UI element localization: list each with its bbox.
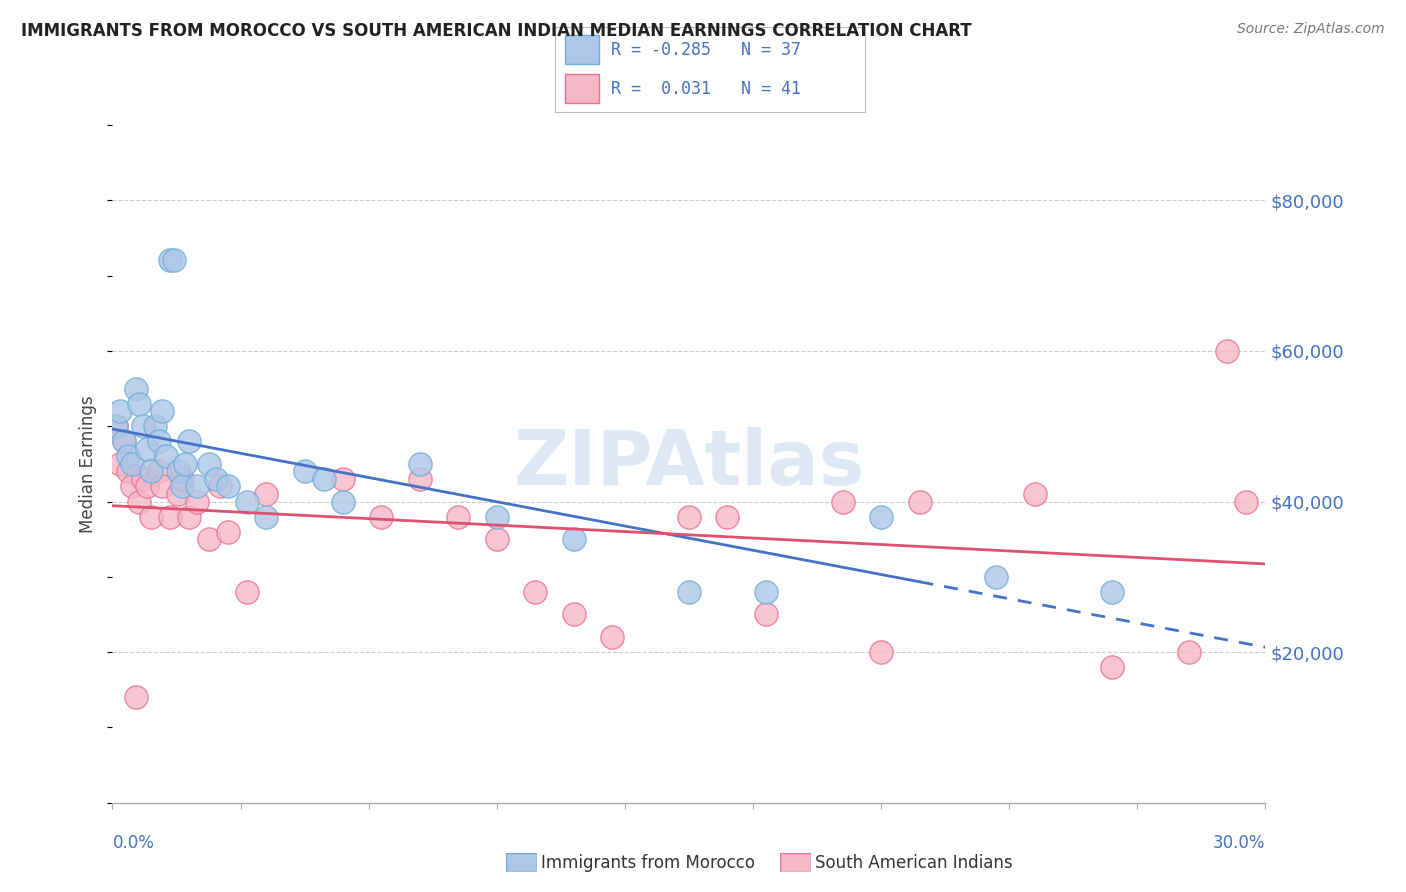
Point [755, 607, 778, 622]
Point [128, 396, 150, 410]
Bar [565, 74, 599, 103]
Point [105, 419, 128, 434]
Point [678, 585, 700, 599]
Text: Source: ZipAtlas.com: Source: ZipAtlas.com [1237, 22, 1385, 37]
Point [236, 585, 259, 599]
Text: R =  0.031   N = 41: R = 0.031 N = 41 [612, 79, 801, 97]
Point [186, 479, 208, 493]
Point [108, 404, 131, 418]
Point [197, 457, 219, 471]
Point [159, 253, 181, 268]
Point [217, 479, 239, 493]
Bar [565, 36, 599, 64]
Point [409, 457, 432, 471]
Text: ZIPAtlas: ZIPAtlas [513, 427, 865, 500]
Point [132, 419, 155, 434]
Point [136, 479, 159, 493]
Point [163, 253, 186, 268]
Point [148, 464, 170, 478]
Point [600, 630, 623, 644]
Point [831, 494, 853, 508]
Point [254, 509, 277, 524]
Point [143, 419, 166, 434]
Point [755, 585, 778, 599]
Point [986, 570, 1008, 584]
Point [716, 509, 738, 524]
Point [112, 434, 135, 449]
Point [139, 464, 162, 478]
Point [870, 645, 893, 659]
Point [170, 479, 193, 493]
Point [1216, 343, 1239, 358]
Point [179, 509, 201, 524]
Point [159, 509, 181, 524]
Point [112, 434, 135, 449]
Point [166, 464, 188, 478]
Point [908, 494, 931, 508]
Point [524, 585, 547, 599]
Point [139, 509, 162, 524]
Point [124, 382, 146, 396]
Point [294, 464, 316, 478]
Point [332, 494, 354, 508]
Point [1177, 645, 1199, 659]
Point [197, 532, 219, 546]
Point [236, 494, 259, 508]
Text: IMMIGRANTS FROM MOROCCO VS SOUTH AMERICAN INDIAN MEDIAN EARNINGS CORRELATION CHA: IMMIGRANTS FROM MOROCCO VS SOUTH AMERICA… [21, 22, 972, 40]
Point [117, 464, 139, 478]
Y-axis label: Median Earnings: Median Earnings [79, 395, 97, 533]
Point [148, 434, 170, 449]
Text: R = -0.285   N = 37: R = -0.285 N = 37 [612, 41, 801, 59]
Point [124, 690, 146, 705]
Text: Immigrants from Morocco: Immigrants from Morocco [541, 855, 755, 872]
Point [447, 509, 470, 524]
Point [1101, 660, 1123, 674]
Point [186, 494, 208, 508]
Point [121, 457, 143, 471]
Point [152, 404, 174, 418]
Point [217, 524, 239, 539]
Point [254, 487, 277, 501]
Point [136, 442, 159, 456]
Point [108, 457, 131, 471]
Point [132, 472, 155, 486]
Point [1101, 585, 1123, 599]
Point [152, 479, 174, 493]
Point [678, 509, 700, 524]
Point [370, 509, 392, 524]
Point [179, 434, 201, 449]
Point [170, 472, 193, 486]
Point [155, 450, 177, 464]
Text: South American Indians: South American Indians [815, 855, 1014, 872]
Point [485, 509, 508, 524]
Point [1024, 487, 1046, 501]
Point [105, 419, 128, 434]
Point [174, 457, 197, 471]
Point [332, 472, 354, 486]
Point [166, 487, 188, 501]
Point [209, 479, 232, 493]
Point [121, 479, 143, 493]
Point [409, 472, 432, 486]
Point [1234, 494, 1257, 508]
Point [312, 472, 335, 486]
Point [562, 607, 585, 622]
Point [870, 509, 893, 524]
Point [485, 532, 508, 546]
Point [205, 472, 228, 486]
Text: 0.0%: 0.0% [112, 834, 155, 852]
Text: 30.0%: 30.0% [1213, 834, 1265, 852]
Point [562, 532, 585, 546]
Point [128, 494, 150, 508]
Point [117, 450, 139, 464]
